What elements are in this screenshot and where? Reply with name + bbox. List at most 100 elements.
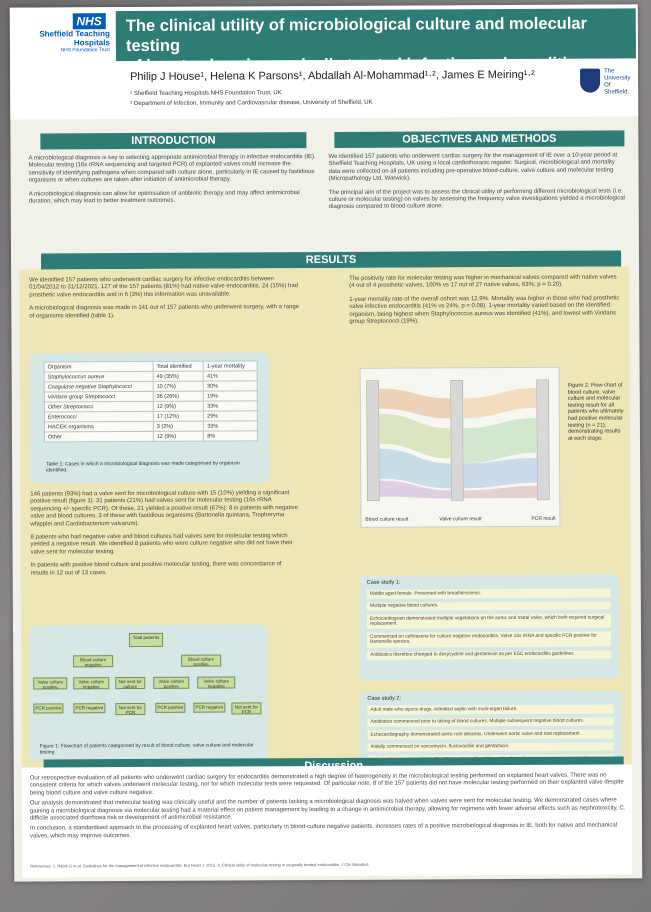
case-study-title: Case study 2: [367, 695, 401, 702]
table-cell: Other [44, 431, 154, 442]
table-row: Other 12 (9%) 8% [44, 430, 258, 442]
poster-header: NHS Sheffield Teaching Hospitals NHS Fou… [9, 4, 639, 120]
table-cell: Coagulase negative Staphylococci [44, 381, 154, 392]
flowchart-node: Valve culture positive [153, 676, 190, 689]
objectives-text: We identified 157 patients who underwent… [328, 152, 626, 217]
table-cell: 19% [203, 390, 258, 402]
sankey-axis-label: Blood culture result [365, 517, 408, 523]
sankey-axis-label: PCR result [531, 516, 556, 522]
introduction-heading: INTRODUCTION [40, 132, 307, 150]
table-header-cell: Organism [44, 361, 154, 372]
table-cell: Staphylococcus aureus [44, 371, 154, 382]
university-crest-icon [580, 68, 601, 93]
flowchart-node: Total patients [128, 632, 164, 648]
table-cell: Viridans group Streptococci [44, 391, 154, 402]
objectives-paragraph: We identified 157 patients who underwent… [328, 152, 618, 183]
case-study-line: Initially commenced on vancomycin, flucl… [367, 742, 614, 753]
title-line-1: The clinical utility of microbiological … [125, 14, 588, 56]
case-study-2: Case study 2: Adult male who injects dru… [359, 690, 622, 771]
table-1-panel: Organism Total identified 1-year mortality… [29, 352, 271, 484]
results-paragraph: The positivity rate for molecular testin… [349, 274, 617, 290]
table-cell: Enterococci [44, 411, 154, 422]
authors: Philip J House¹, Helena K Parsons¹, Abda… [130, 68, 535, 84]
poster-title: The clinical utility of microbiological … [126, 13, 631, 76]
table-header-cell: Total identified [152, 361, 204, 372]
results-paragraph: 8 patients who had negative valve and bl… [30, 533, 293, 556]
table-cell: 36 (26%) [153, 391, 204, 402]
results-paragraph: 1-year mortality rate of the overall coh… [349, 295, 620, 325]
flowchart-node: Valve culture negative [197, 676, 236, 689]
table-cell: HACEK organisms [44, 421, 154, 432]
results-right-text: The positivity rate for molecular testin… [349, 274, 621, 332]
table-cell: 30% [203, 380, 258, 392]
discussion-text: Our retrospective evaluation of all pati… [30, 772, 626, 843]
results-paragraph: A microbiological diagnosis was made in … [29, 304, 300, 320]
table-cell: Other Streptococci [44, 401, 154, 412]
flowchart-node: PCR positive [33, 703, 64, 714]
case-study-line: Multiple negative blood cultures. [366, 601, 611, 611]
sankey-axis-label: Valve culture result [439, 516, 482, 522]
nhs-trust-sub: NHS Foundation Trust [60, 47, 110, 54]
table-cell: 49 (35%) [153, 371, 204, 382]
discussion-paragraph: Our analysis demonstrated that molecular… [29, 797, 626, 822]
university-name: The University Of Sheffield. [604, 68, 631, 96]
results-left-text-2: 146 patients (93%) had a valve sent for … [30, 490, 300, 583]
table-cell: 10 (7%) [153, 381, 204, 392]
table-cell: 33% [203, 400, 258, 412]
figure-1-flowchart: Total patients Blood culture negative Bloo… [28, 624, 268, 762]
results-paragraph: 146 patients (93%) had a valve sent for … [30, 490, 298, 528]
introduction-paragraph: A microbiological diagnosis is key to se… [28, 154, 316, 184]
sankey-diagram: Blood culture result Valve culture resul… [365, 379, 556, 523]
flowchart-node: Not sent for culture [115, 676, 146, 690]
flowchart-node: Valve culture positive [33, 677, 68, 690]
table-cell: 3 (2%) [153, 421, 204, 432]
table-cell: 12 (9%) [153, 431, 204, 442]
flowchart-node: Not sent for PCR [115, 702, 146, 716]
introduction-text: A microbiological diagnosis is key to se… [28, 154, 316, 212]
table-caption: Table 1: Cases in which a microbiologica… [46, 460, 240, 474]
case-study-line: Adult male who injects drugs. Admitted s… [367, 704, 614, 715]
case-study-line: Middle aged female. Presented with breat… [366, 588, 611, 599]
figure-2-sankey: Blood culture result Valve culture resul… [359, 366, 561, 528]
table-cell: 41% [203, 370, 258, 382]
discussion-paragraph: In conclusion, a standardised approach t… [30, 822, 618, 840]
flowchart-node: Blood culture negative [73, 655, 114, 668]
flowchart-caption: Figure 1: Flowchart of patients categori… [39, 742, 254, 756]
case-study-title: Case study 1: [366, 579, 401, 586]
affiliation-1: ¹ Sheffield Teaching Hospitals NHS Found… [130, 90, 282, 98]
title-band: The clinical utility of microbiological … [115, 8, 636, 75]
case-study-line: Antibiotics commenced prior to taking of… [367, 717, 614, 727]
flowchart-node: Not sent for PCR [231, 702, 262, 715]
case-study-1: Case study 1: Middle aged female. Presen… [358, 574, 620, 680]
flowchart-node: PCR positive [155, 702, 186, 713]
results-paragraph: In patients with positive blood culture … [30, 561, 282, 577]
objectives-heading: OBJECTIVES AND METHODS [334, 130, 625, 148]
table-cell: 29% [203, 410, 258, 422]
case-study-line: Commenced on ceftriaxone for culture neg… [366, 631, 612, 648]
results-paragraph: We identified 157 patients who underwent… [29, 276, 299, 299]
table-header-cell: 1-year mortality [203, 360, 258, 372]
nhs-mark: NHS [72, 13, 106, 30]
case-study-line: Echocardiography demonstrated aortic roo… [367, 729, 614, 740]
introduction-paragraph: A microbiological diagnosis can allow fo… [28, 189, 300, 205]
discussion-paragraph: Our retrospective evaluation of all pati… [29, 772, 624, 797]
flowchart-node: PCR negative [73, 703, 106, 714]
figure-2-caption: Figure 2: Flow chart of blood culture, v… [567, 382, 624, 442]
objectives-paragraph: The principal aim of the project was to … [328, 188, 625, 211]
table-cell: 33% [203, 420, 258, 432]
results-section: We identified 157 patients who underwent… [19, 266, 632, 771]
results-left-text: We identified 157 patients who underwent… [29, 276, 299, 326]
affiliation-2: ² Department of Infection, Immunity and … [130, 99, 373, 108]
flowchart-node: Valve culture negative [73, 677, 110, 690]
case-study-line: Antibiotics therefore changed to doxycyc… [367, 650, 612, 660]
flowchart-node: PCR negative [193, 702, 226, 713]
table-cell: 17 (12%) [153, 411, 204, 422]
poster: NHS Sheffield Teaching Hospitals NHS Fou… [9, 4, 643, 882]
organism-table: Organism Total identified 1-year mortality… [43, 360, 258, 443]
table-cell: 8% [203, 430, 258, 442]
nhs-logo: NHS Sheffield Teaching Hospitals NHS Fou… [14, 13, 110, 58]
flowchart-node: Blood culture positive [181, 654, 222, 667]
nhs-trust-name: Sheffield Teaching Hospitals [39, 29, 110, 48]
table-cell: 12 (9%) [153, 401, 204, 412]
university-logo: The University Of Sheffield. [578, 66, 632, 106]
